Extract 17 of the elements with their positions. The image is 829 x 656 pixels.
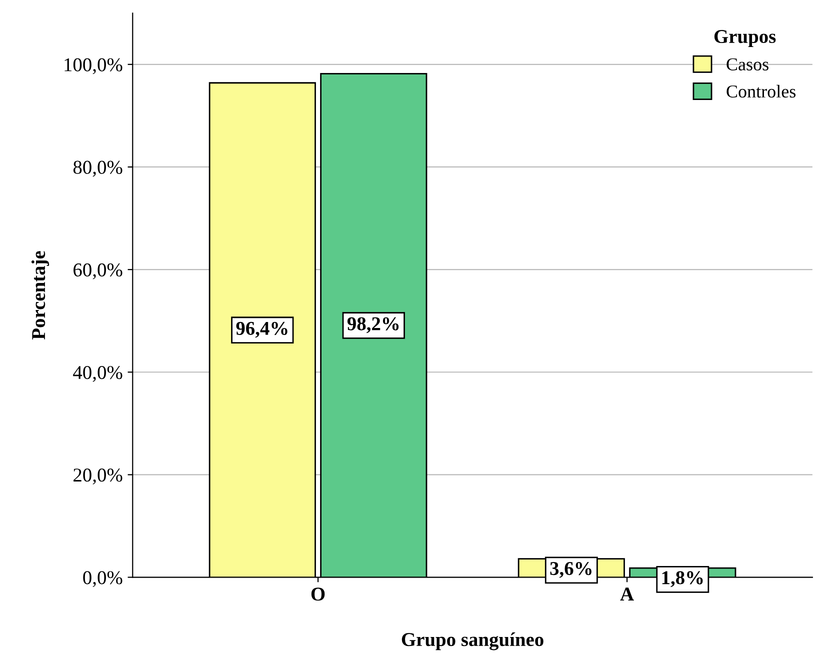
legend-label: Casos — [726, 58, 768, 70]
data-label: 98,2% — [347, 317, 399, 334]
data-label: 3,6% — [550, 562, 592, 578]
y-tick-label: 100,0% — [64, 58, 122, 74]
y-axis-title: Porcentaje — [31, 251, 50, 340]
legend-title: Grupos — [714, 30, 776, 48]
y-tick-label: 40,0% — [73, 366, 122, 382]
data-label: 1,8% — [662, 571, 703, 588]
y-tick-label: 20,0% — [74, 468, 122, 484]
y-tick-label: 80,0% — [73, 160, 122, 177]
x-tick-label: A — [620, 588, 634, 600]
legend-label: Controles — [726, 84, 796, 98]
data-label: 96,4% — [236, 322, 288, 338]
y-tick-label: 0,0% — [83, 571, 122, 588]
x-tick-label: O — [311, 588, 325, 601]
x-axis-title: Grupo sanguíneo — [402, 632, 544, 650]
y-tick-label: 60,0% — [74, 263, 122, 280]
